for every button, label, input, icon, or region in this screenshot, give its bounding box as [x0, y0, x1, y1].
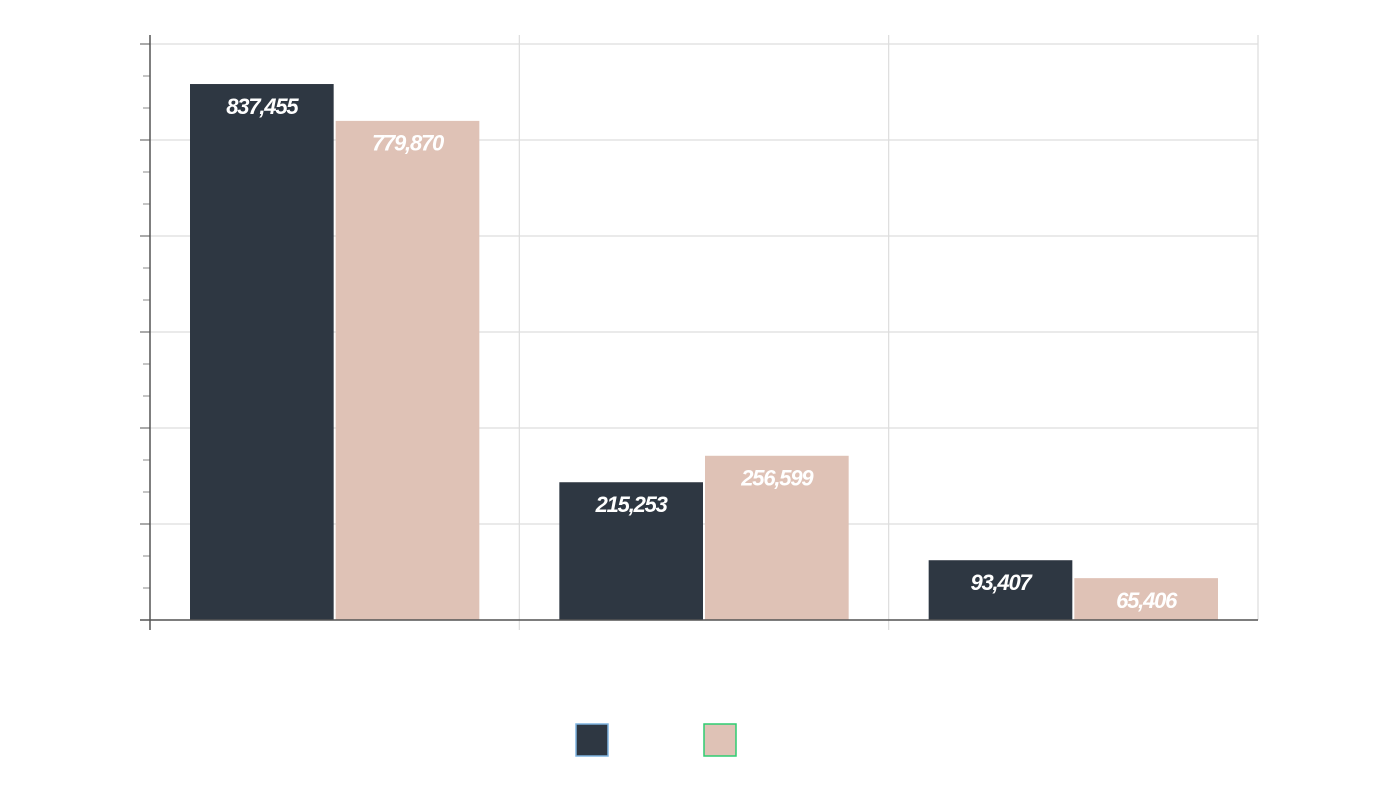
- data-label: 837,455: [226, 94, 299, 119]
- data-label: 215,253: [595, 492, 668, 517]
- bars: 837,455 215,253 93,407 779,870 256,599 65,406: [190, 84, 1218, 620]
- bar: [705, 455, 849, 620]
- bar: [928, 560, 1073, 620]
- data-label: 65,406: [1116, 588, 1178, 613]
- bar: [1074, 578, 1218, 620]
- bar: [559, 482, 703, 620]
- data-label: 93,407: [970, 570, 1033, 595]
- legend-swatch[interactable]: [575, 723, 609, 757]
- legend: [575, 723, 737, 757]
- bar: [190, 84, 334, 620]
- bar: [335, 120, 480, 620]
- data-label: 256,599: [740, 466, 814, 491]
- grid: [140, 35, 1259, 630]
- legend-swatch[interactable]: [703, 723, 737, 757]
- data-label: 779,870: [372, 131, 445, 156]
